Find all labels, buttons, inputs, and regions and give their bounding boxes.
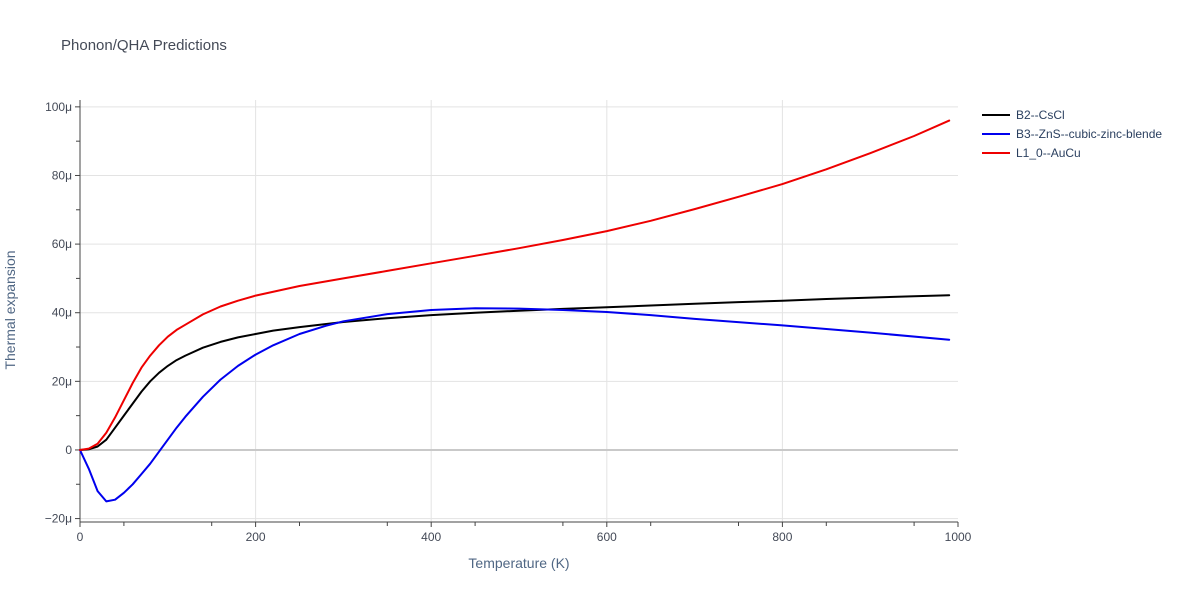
y-tick-label: 20μ [52, 374, 72, 388]
y-tick-label: 80μ [52, 168, 72, 182]
y-tick-label: −20μ [45, 512, 72, 526]
legend-label: B2--CsCl [1016, 108, 1065, 122]
series-line-3 [79, 119, 951, 451]
y-axis-title: Thermal expansion [2, 250, 18, 369]
x-tick-label: 800 [772, 530, 792, 544]
y-tick-label: 0 [65, 443, 72, 457]
y-tick-label: 40μ [52, 306, 72, 320]
series-lines [79, 119, 951, 503]
legend-item-1[interactable]: B2--CsCl [982, 108, 1065, 122]
y-tick-label: 100μ [45, 100, 72, 114]
series-line-1 [79, 294, 951, 451]
y-tick-label: 60μ [52, 237, 72, 251]
chart-title: Phonon/QHA Predictions [61, 37, 227, 54]
legend-label: L1_0--AuCu [1016, 146, 1081, 160]
legend[interactable]: B2--CsCl B3--ZnS--cubic-zinc-blende L1_0--… [982, 108, 1162, 160]
legend-item-2[interactable]: B3--ZnS--cubic-zinc-blende [982, 127, 1162, 141]
x-axis-title: Temperature (K) [468, 555, 569, 571]
grid [80, 100, 958, 522]
x-tick-label: 600 [597, 530, 617, 544]
legend-item-3[interactable]: L1_0--AuCu [982, 146, 1081, 160]
legend-label: B3--ZnS--cubic-zinc-blende [1016, 127, 1162, 141]
x-tick-label: 1000 [945, 530, 972, 544]
x-tick-label: 400 [421, 530, 441, 544]
series-line-2 [79, 307, 951, 503]
axes: 0 200 400 600 800 1000 −20μ 0 20μ 40μ 60μ 80μ 100μ [45, 100, 972, 544]
x-tick-label: 0 [77, 530, 84, 544]
x-tick-label: 200 [246, 530, 266, 544]
